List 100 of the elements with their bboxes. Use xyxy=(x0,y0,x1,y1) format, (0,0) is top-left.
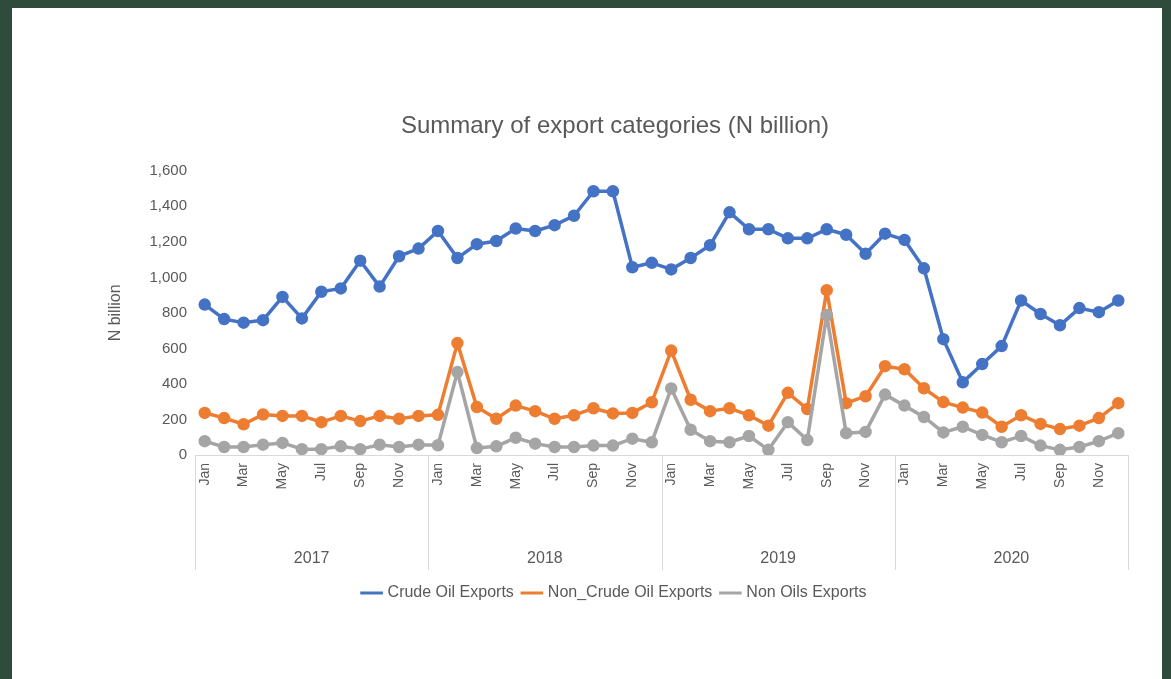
point xyxy=(762,222,775,236)
point xyxy=(256,313,270,327)
point xyxy=(723,206,736,219)
text: 2018 xyxy=(527,549,563,567)
point xyxy=(1112,396,1125,410)
x-tick-label: May xyxy=(506,463,523,490)
y-tick-label: 1,200 xyxy=(149,231,187,249)
point xyxy=(878,388,892,401)
x-tick-label: Sep xyxy=(351,462,368,488)
point xyxy=(859,389,872,403)
point xyxy=(334,440,348,453)
point xyxy=(1112,426,1125,440)
point xyxy=(276,436,289,450)
point xyxy=(431,438,445,452)
x-tick-label: Sep xyxy=(584,462,601,488)
point xyxy=(276,290,289,304)
point xyxy=(431,408,445,422)
point xyxy=(820,308,833,322)
point xyxy=(917,381,931,395)
point xyxy=(645,435,659,449)
point xyxy=(626,432,639,445)
point xyxy=(995,435,1008,449)
point xyxy=(975,406,989,419)
point xyxy=(373,409,386,423)
y-tick-label: 600 xyxy=(161,338,187,356)
point xyxy=(373,280,386,293)
x-tick-label: Sep xyxy=(817,462,834,488)
point xyxy=(1053,443,1067,455)
x-tick-label: Mar xyxy=(234,462,251,488)
point xyxy=(198,298,211,311)
x-tick-label: Mar xyxy=(467,462,484,488)
x-tick-label: Nov xyxy=(1089,463,1106,488)
point xyxy=(1034,307,1047,321)
x-tick-label: Mar xyxy=(934,462,951,488)
point xyxy=(859,247,872,260)
point xyxy=(217,440,231,454)
point xyxy=(703,238,717,252)
point xyxy=(548,218,561,232)
point xyxy=(995,339,1008,353)
point xyxy=(451,336,464,350)
point xyxy=(315,442,328,455)
y-tick-label: 200 xyxy=(161,409,187,427)
y-tick-label: 400 xyxy=(161,374,187,392)
point xyxy=(703,434,717,448)
point xyxy=(373,438,386,451)
point xyxy=(353,414,367,428)
point xyxy=(801,433,814,447)
point xyxy=(490,412,503,426)
point xyxy=(198,406,211,420)
x-tick-label: Jan xyxy=(195,463,212,486)
point xyxy=(470,237,484,251)
x-tick-label: Sep xyxy=(1050,462,1067,488)
point xyxy=(392,412,406,426)
point xyxy=(820,222,833,236)
point xyxy=(742,429,756,443)
point xyxy=(956,420,970,434)
point xyxy=(781,232,795,245)
point xyxy=(626,406,639,420)
point xyxy=(1034,439,1047,452)
point xyxy=(295,442,309,455)
point xyxy=(1073,301,1086,315)
legend-label: Non Oils Exports xyxy=(746,583,867,601)
point xyxy=(548,412,561,426)
point xyxy=(664,344,678,357)
x-tick-label: May xyxy=(973,463,990,490)
point xyxy=(470,400,484,414)
text: 2020 xyxy=(993,549,1030,567)
y-axis-title: N billion xyxy=(106,284,124,342)
point xyxy=(956,401,970,414)
point xyxy=(412,242,425,255)
point xyxy=(276,409,289,423)
x-tick-label: Jan xyxy=(428,463,445,486)
point xyxy=(567,408,581,422)
point xyxy=(237,316,250,329)
point xyxy=(975,428,989,442)
point xyxy=(820,283,833,297)
point xyxy=(334,409,348,423)
point xyxy=(878,227,892,240)
x-tick-label: Jul xyxy=(312,463,329,481)
point xyxy=(606,439,620,452)
point xyxy=(645,396,659,409)
point xyxy=(723,435,736,449)
x-tick-label: Jan xyxy=(662,463,679,486)
point xyxy=(490,440,503,453)
point xyxy=(528,437,542,450)
point xyxy=(839,426,853,440)
point xyxy=(567,440,581,454)
point xyxy=(995,420,1008,434)
point xyxy=(509,399,522,412)
point xyxy=(412,438,425,451)
point xyxy=(528,224,542,238)
point xyxy=(451,251,464,265)
point xyxy=(606,184,620,198)
point xyxy=(315,415,328,429)
point xyxy=(762,443,775,455)
point xyxy=(742,222,756,236)
point xyxy=(237,418,250,431)
point xyxy=(1014,408,1028,422)
y-tick-label: 1,000 xyxy=(149,267,187,285)
point xyxy=(1092,411,1106,425)
